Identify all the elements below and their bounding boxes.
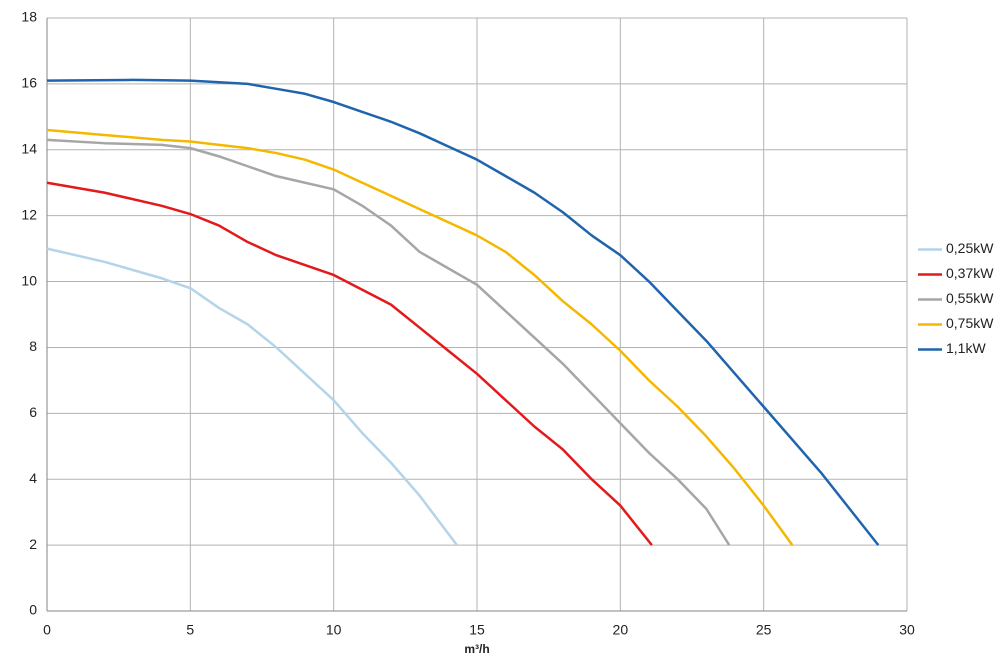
y-tick-label: 4 [29, 470, 37, 486]
series-line [46, 138, 731, 546]
legend-label: 0,55kW [946, 290, 994, 306]
legend-label: 0,37kW [946, 265, 994, 281]
series-line [46, 128, 794, 546]
y-tick-label: 2 [29, 536, 37, 552]
y-tick-label: 8 [29, 338, 37, 354]
series-line [46, 78, 880, 546]
legend-label: 0,25kW [946, 240, 994, 256]
legend-label: 1,1kW [946, 340, 986, 356]
x-tick-label: 5 [186, 622, 194, 638]
x-tick-label: 20 [613, 622, 629, 638]
x-tick-label: 25 [756, 622, 772, 638]
legend-label: 0,75kW [946, 315, 994, 331]
y-tick-label: 18 [21, 9, 37, 25]
x-tick-label: 0 [43, 622, 51, 638]
x-axis-label: m³/h [464, 642, 489, 656]
series-line [46, 181, 653, 546]
y-tick-label: 0 [29, 602, 37, 618]
x-tick-label: 30 [899, 622, 915, 638]
series-line [46, 247, 458, 546]
y-tick-label: 14 [21, 140, 37, 156]
x-tick-label: 15 [469, 622, 485, 638]
y-tick-label: 6 [29, 404, 37, 420]
y-tick-label: 16 [21, 75, 37, 91]
y-tick-label: 10 [21, 272, 37, 288]
x-tick-label: 10 [326, 622, 342, 638]
y-tick-label: 12 [21, 206, 37, 222]
